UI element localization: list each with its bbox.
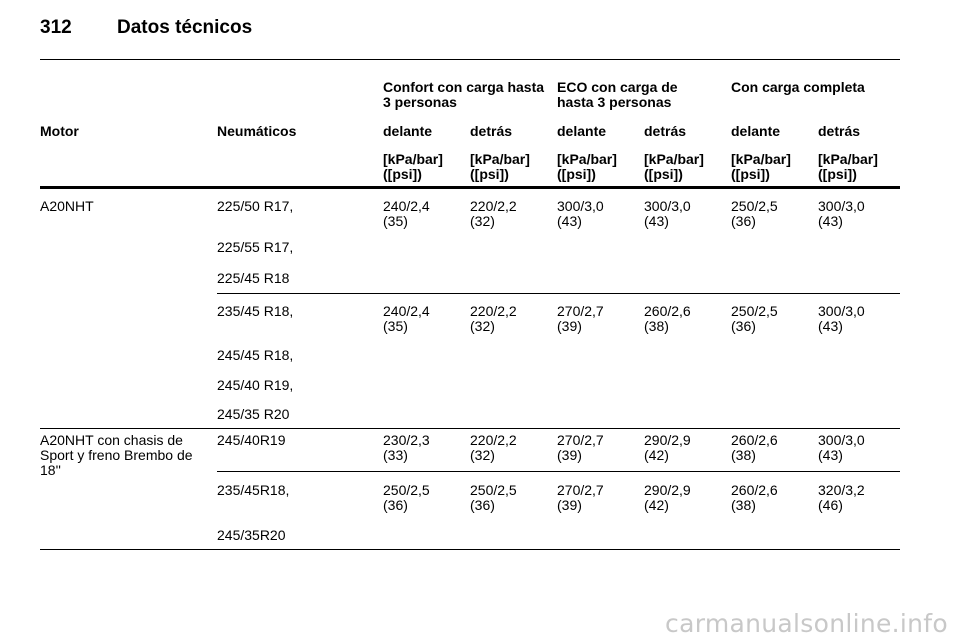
axle-header: delante [731,123,781,139]
tyre-size: 225/45 R18 [217,270,290,286]
pressure-value: 270/2,7 (39) [557,482,604,513]
engine-divider [40,428,900,429]
unit-header: [kPa/bar] ([psi]) [731,151,791,182]
pressure-value: 250/2,5 (36) [470,482,517,513]
pressure-value: 220/2,2 (32) [470,198,517,229]
pressure-value: 250/2,5 (36) [383,482,430,513]
axle-header: detrás [644,123,687,139]
pressure-value: 260/2,6 (38) [644,303,691,334]
group-header-confort: Confort con carga hasta 3 personas [383,79,545,110]
header-divider [40,59,900,60]
axle-header: delante [557,123,607,139]
engine-cell: A20NHT con chasis de Sport y freno Bremb… [40,432,193,478]
unit-header: [kPa/bar] ([psi]) [383,151,443,182]
header-bottom-rule [40,186,900,189]
pressure-value: 270/2,7 (39) [557,303,604,334]
page-title: Datos técnicos [117,17,253,38]
tyre-size: 245/40 R19, [217,377,294,393]
axle-header: delante [383,123,433,139]
row-divider [217,471,900,472]
table-bottom-rule [40,549,900,550]
tyre-size: 235/45R18, [217,482,290,498]
tyre-size: 225/50 R17, [217,198,294,214]
pressure-value: 290/2,9 (42) [644,432,691,463]
pressure-value: 220/2,2 (32) [470,432,517,463]
tyre-size: 245/35R20 [217,527,286,543]
watermark: carmanualsonline.info [665,609,948,638]
unit-header: [kPa/bar] ([psi]) [818,151,878,182]
unit-header: [kPa/bar] ([psi]) [644,151,704,182]
pressure-value: 300/3,0 (43) [644,198,691,229]
tyre-size: 245/35 R20 [217,406,290,422]
page-header: 312 Datos técnicos [40,17,252,39]
pressure-value: 260/2,6 (38) [731,432,778,463]
pressure-value: 300/3,0 (43) [818,432,865,463]
group-header-full-load: Con carga completa [731,79,865,95]
unit-header: [kPa/bar] ([psi]) [470,151,530,182]
column-header-motor: Motor [40,123,79,139]
pressure-value: 250/2,5 (36) [731,303,778,334]
pressure-value: 260/2,6 (38) [731,482,778,513]
pressure-value: 290/2,9 (42) [644,482,691,513]
pressure-value: 230/2,3 (33) [383,432,430,463]
pressure-value: 220/2,2 (32) [470,303,517,334]
pressure-value: 240/2,4 (35) [383,303,430,334]
pressure-value: 300/3,0 (43) [557,198,604,229]
engine-cell: A20NHT [40,198,94,214]
pressure-value: 300/3,0 (43) [818,303,865,334]
axle-header: detrás [470,123,513,139]
tyre-size: 245/40R19 [217,432,286,448]
pressure-value: 240/2,4 (35) [383,198,430,229]
pressure-value: 300/3,0 (43) [818,198,865,229]
unit-header: [kPa/bar] ([psi]) [557,151,617,182]
pressure-value: 270/2,7 (39) [557,432,604,463]
pressure-value: 320/3,2 (46) [818,482,865,513]
page-number: 312 [40,17,72,38]
axle-header: detrás [818,123,861,139]
column-header-tyres: Neumáticos [217,123,297,139]
tyre-size: 245/45 R18, [217,347,294,363]
tyre-size: 235/45 R18, [217,303,294,319]
pressure-value: 250/2,5 (36) [731,198,778,229]
group-header-eco: ECO con carga de hasta 3 personas [557,79,678,110]
row-divider [217,293,900,294]
tyre-size: 225/55 R17, [217,239,294,255]
